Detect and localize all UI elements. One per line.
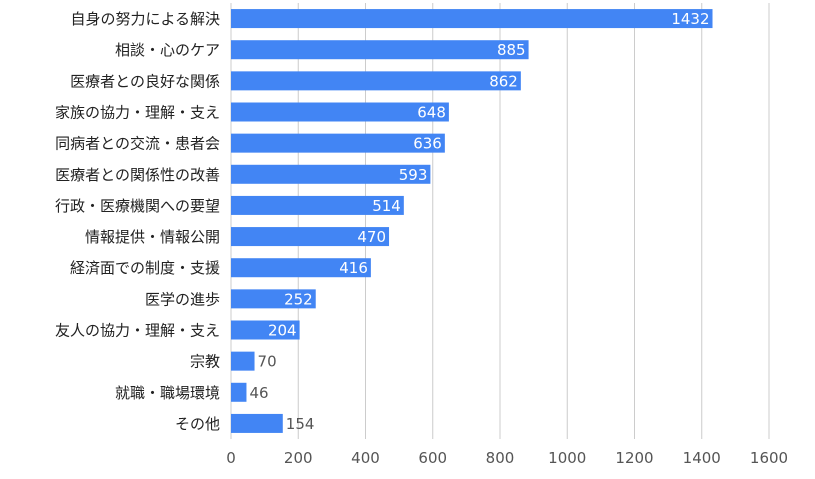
bar-1 [231, 40, 529, 60]
bar-7 [231, 227, 390, 247]
bar-3 [231, 102, 449, 122]
category-label-11: 宗教 [190, 353, 220, 371]
category-label-13: その他 [175, 415, 220, 433]
bar-6 [231, 195, 404, 215]
category-label-0: 自身の努力による解決 [70, 10, 220, 28]
category-label-10: 友人の協力・理解・支え [55, 322, 220, 340]
bar-10 [231, 320, 300, 340]
value-label-4: 636 [413, 135, 442, 153]
category-label-4: 同病者との交流・患者会 [55, 135, 220, 153]
value-label-8: 416 [339, 259, 368, 277]
bar-2 [231, 71, 521, 91]
x-tick-label-1000: 1000 [548, 449, 586, 467]
value-label-6: 514 [372, 197, 401, 215]
category-label-9: 医学の進歩 [145, 290, 220, 308]
bar-0 [231, 9, 713, 29]
category-label-7: 情報提供・情報公開 [85, 228, 220, 246]
category-label-6: 行政・医療機関への要望 [55, 197, 220, 215]
value-label-7: 470 [357, 228, 386, 246]
x-tick-label-800: 800 [486, 449, 515, 467]
category-label-12: 就職・職場環境 [115, 384, 220, 402]
value-label-12: 46 [249, 384, 268, 402]
x-axis-tick-labels: 0 200 400 600 800 1000 1200 1400 1600 [226, 449, 788, 467]
x-tick-label-200: 200 [284, 449, 313, 467]
value-label-0: 1432 [671, 10, 709, 28]
bar-9 [231, 289, 316, 309]
bar-8 [231, 258, 371, 278]
value-label-2: 862 [489, 72, 518, 90]
category-label-3: 家族の協力・理解・支え [55, 104, 220, 122]
category-labels: 自身の努力による解決相談・心のケア医療者との良好な関係家族の協力・理解・支え同病… [55, 10, 220, 433]
category-label-2: 医療者との良好な関係 [70, 72, 220, 90]
x-tick-label-1600: 1600 [750, 449, 788, 467]
value-label-11: 70 [258, 353, 277, 371]
value-label-9: 252 [284, 290, 313, 308]
bar-13 [231, 413, 283, 433]
value-labels: 1432 885 862 648 636 593 514 470 416 252 204 70 46 15… [249, 10, 709, 433]
category-label-5: 医療者との関係性の改善 [55, 166, 220, 184]
value-label-10: 204 [268, 322, 297, 340]
grid-lines [230, 3, 770, 439]
x-tick-label-0: 0 [226, 449, 236, 467]
x-tick-label-1400: 1400 [683, 449, 721, 467]
bar-12 [231, 382, 247, 402]
category-label-1: 相談・心のケア [115, 41, 220, 59]
value-label-3: 648 [417, 104, 446, 122]
value-label-13: 154 [286, 415, 315, 433]
x-tick-label-1200: 1200 [615, 449, 653, 467]
value-label-1: 885 [497, 41, 526, 59]
x-tick-label-400: 400 [351, 449, 380, 467]
bars [231, 9, 713, 433]
bar-5 [231, 164, 431, 184]
x-tick-label-600: 600 [418, 449, 447, 467]
bar-11 [231, 351, 255, 371]
bar-4 [231, 133, 445, 153]
value-label-5: 593 [399, 166, 428, 184]
category-label-8: 経済面での制度・支援 [70, 259, 220, 277]
